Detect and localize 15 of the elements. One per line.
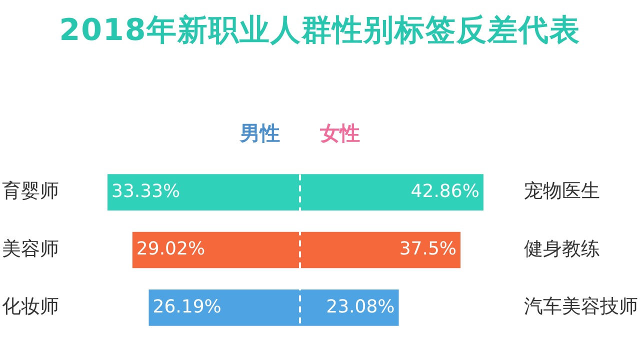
data-label: 42.86% — [410, 180, 480, 202]
y-tick-label: 汽车美容技师 — [524, 296, 638, 318]
data-label: 33.33% — [112, 180, 180, 202]
y-tick-label: 宠物医生 — [524, 180, 600, 202]
chart-subtitle: 男性 — [240, 120, 280, 147]
y-tick-label: 育婴师 — [2, 180, 59, 202]
data-label: 29.02% — [136, 238, 206, 260]
y-tick-label: 健身教练 — [524, 238, 600, 260]
y-tick-label: 美容师 — [2, 238, 59, 260]
chart-title: 2018年新职业人群性别标签反差代表 — [58, 12, 582, 50]
data-label: 37.5% — [399, 238, 456, 260]
data-label: 23.08% — [326, 296, 395, 318]
chart-subtitle: 女性 — [320, 120, 360, 147]
y-tick-label: 化妆师 — [2, 296, 59, 318]
data-label: 26.19% — [152, 296, 222, 318]
